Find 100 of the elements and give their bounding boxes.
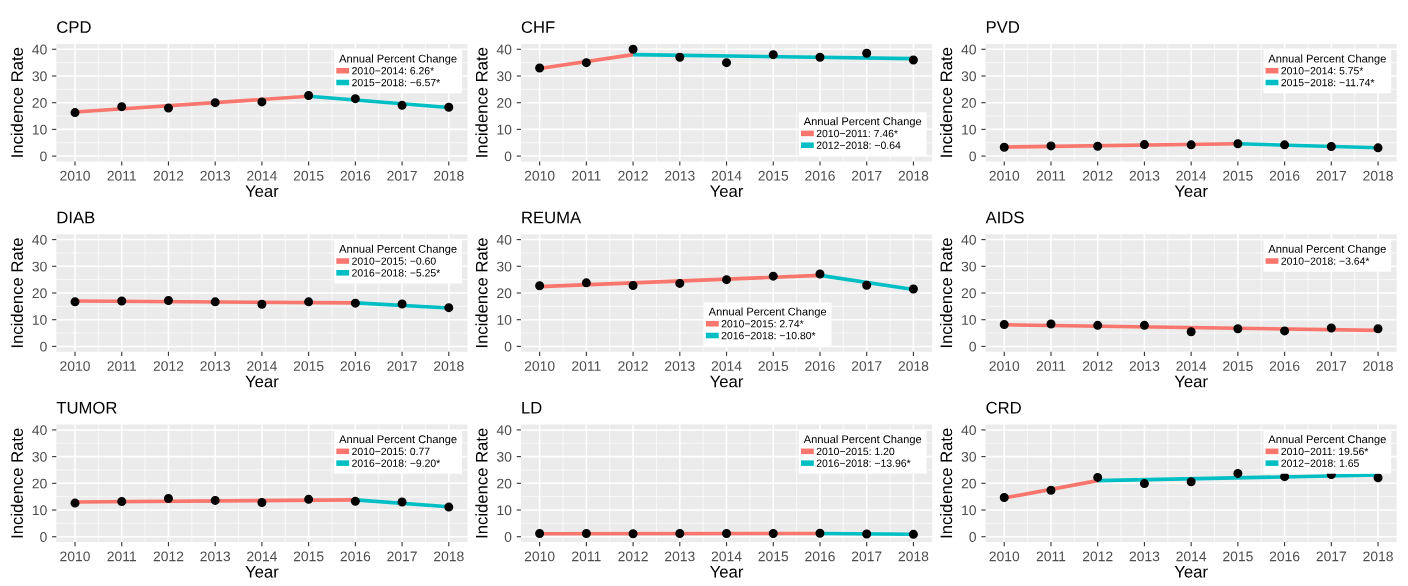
x-tick-label: 2016 (805, 170, 835, 181)
x-tick-label: 2017 (851, 361, 882, 371)
point (257, 299, 267, 309)
x-tick-label: 2010 (524, 551, 555, 562)
x-tick-label: 2012 (618, 551, 648, 562)
y-tick-label: 30 (497, 451, 512, 462)
x-tick-label: 2017 (1316, 551, 1347, 562)
legend-title: Annual Percent Change (1268, 54, 1386, 65)
x-axis-title: Year (1174, 566, 1208, 578)
y-axis-title: Incidence Rate (475, 47, 488, 157)
point (862, 280, 872, 290)
y-tick-label: 40 (32, 234, 47, 245)
y-tick-label: 20 (497, 288, 512, 299)
point (535, 281, 545, 291)
x-tick-label: 2014 (711, 170, 742, 181)
x-tick-label: 2018 (1363, 551, 1393, 562)
y-tick-label: 10 (32, 315, 47, 325)
x-tick-label: 2010 (60, 551, 90, 562)
point (999, 492, 1009, 502)
legend-label: 2012−2018: 1.65 (1281, 459, 1359, 467)
y-tick-label: 30 (961, 71, 976, 82)
y-tick-label: 20 (961, 98, 976, 108)
y-tick-label: 20 (32, 478, 47, 489)
x-tick-label: 2014 (247, 551, 277, 562)
legend-label: 2010−2015: 1.20 (816, 447, 895, 456)
y-tick-label: 10 (962, 315, 976, 325)
y-tick-label: 20 (32, 288, 47, 299)
x-tick-label: 2014 (247, 361, 277, 371)
point (210, 495, 220, 505)
legend-label: 2016−2018: −13.96* (816, 459, 911, 467)
x-tick-label: 2018 (898, 170, 929, 181)
x-tick-label: 2016 (1269, 361, 1300, 371)
x-tick-label: 2013 (1129, 551, 1160, 562)
x-tick-label: 2018 (434, 551, 464, 562)
point (815, 52, 825, 62)
point (70, 297, 80, 307)
x-tick-label: 2010 (60, 361, 90, 371)
x-tick-label: 2017 (851, 170, 882, 181)
y-tick-label: 0 (40, 341, 47, 352)
y-tick-label: 0 (969, 532, 976, 542)
legend-title: Annual Percent Change (339, 434, 457, 446)
point (1139, 479, 1149, 489)
x-axis-title: Year (245, 375, 279, 388)
point (1093, 472, 1103, 482)
x-tick-label: 2017 (387, 361, 417, 371)
y-tick-label: 0 (40, 532, 47, 542)
legend-label: 2010−2015: 2.74* (721, 320, 804, 328)
x-tick-label: 2011 (1036, 361, 1066, 371)
x-tick-label: 2015 (1223, 170, 1253, 181)
x-tick-label: 2016 (340, 170, 371, 181)
y-tick-label: 20 (961, 478, 976, 489)
point (117, 102, 127, 112)
point (1046, 319, 1056, 329)
point (722, 58, 732, 68)
x-tick-label: 2012 (153, 551, 184, 562)
point (722, 275, 732, 285)
x-tick-label: 2016 (340, 551, 371, 562)
point (257, 498, 267, 508)
point (1233, 468, 1243, 478)
point (1326, 323, 1336, 333)
y-axis-title: Incidence Rate (475, 428, 488, 538)
x-tick-label: 2016 (805, 361, 835, 371)
legend-label: 2010−2015: −0.60 (352, 257, 436, 265)
point (908, 55, 918, 65)
point (210, 297, 220, 307)
x-axis-title: Year (710, 566, 744, 578)
point (1280, 326, 1290, 336)
x-tick-label: 2014 (1176, 361, 1207, 371)
x-tick-label: 2017 (851, 551, 882, 562)
y-tick-label: 0 (969, 151, 976, 162)
x-tick-label: 2010 (524, 170, 555, 181)
y-tick-label: 30 (497, 71, 512, 82)
point (675, 52, 685, 62)
point (257, 97, 267, 107)
y-tick-label: 40 (961, 425, 976, 436)
x-tick-label: 2017 (1316, 170, 1347, 181)
y-axis-title: Incidence Rate (940, 428, 953, 538)
x-tick-label: 2015 (758, 551, 789, 562)
x-tick-label: 2011 (572, 361, 601, 371)
x-tick-label: 2013 (1129, 170, 1160, 181)
chart-title: CHF (521, 21, 555, 33)
point (350, 496, 360, 506)
y-tick-label: 0 (40, 151, 47, 162)
x-tick-label: 2017 (387, 551, 417, 562)
x-axis-title: Year (710, 185, 744, 198)
legend-label: 2010−2015: 0.77 (352, 447, 430, 456)
y-tick-label: 10 (32, 505, 47, 516)
y-tick-label: 10 (962, 124, 976, 135)
x-tick-label: 2012 (153, 361, 184, 371)
x-tick-label: 2016 (340, 361, 371, 371)
point (1139, 320, 1149, 330)
x-tick-label: 2012 (1082, 170, 1113, 181)
x-tick-label: 2014 (247, 170, 277, 181)
point (350, 298, 360, 308)
y-axis-title: Incidence Rate (10, 47, 23, 157)
x-tick-label: 2013 (200, 170, 231, 181)
y-tick-label: 10 (962, 505, 976, 516)
legend-label: 2012−2018: −0.64 (816, 141, 901, 149)
x-tick-label: 2017 (387, 170, 417, 181)
y-tick-label: 40 (32, 44, 47, 55)
